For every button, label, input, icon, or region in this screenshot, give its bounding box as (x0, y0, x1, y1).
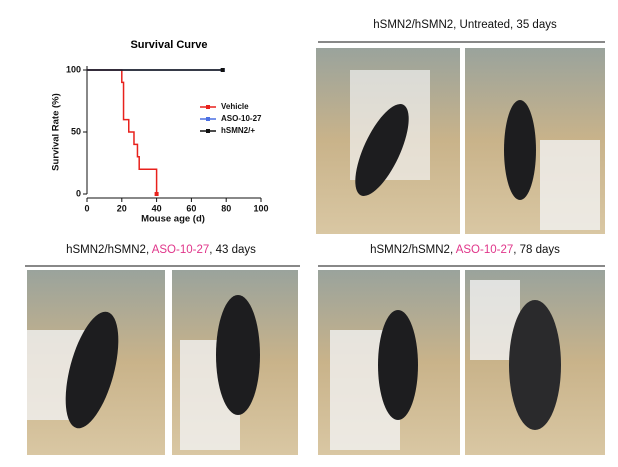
photo (27, 270, 165, 455)
panel-caption: hSMN2/hSMN2, Untreated, 35 days (373, 19, 557, 31)
photo (465, 48, 605, 234)
caption-part: hSMN2/hSMN2, Untreated, 35 days (373, 19, 557, 31)
y-tick-label: 100 (66, 64, 81, 74)
panel-caption: hSMN2/hSMN2, ASO-10-27, 78 days (370, 244, 560, 256)
y-tick-label: 0 (76, 188, 81, 198)
photos (27, 48, 605, 455)
legend-marker (206, 117, 210, 121)
panel-caption: hSMN2/hSMN2, ASO-10-27, 43 days (66, 244, 256, 256)
legend-marker (206, 129, 210, 133)
y-tick-label: 50 (71, 126, 81, 136)
caption-highlight: ASO-10-27 (456, 244, 514, 256)
caption-part: , 78 days (513, 244, 560, 256)
legend-label: hSMN2/+ (221, 126, 255, 135)
x-tick-label: 80 (221, 203, 231, 213)
caption-part: hSMN2/hSMN2, (66, 244, 152, 256)
photo (316, 48, 460, 234)
caption-part: , 43 days (209, 244, 256, 256)
caption-highlight: ASO-10-27 (152, 244, 210, 256)
end-marker (154, 192, 159, 196)
x-tick-label: 20 (117, 203, 127, 213)
chart-title: Survival Curve (130, 39, 207, 51)
photo (318, 270, 460, 455)
x-tick-label: 100 (253, 203, 268, 213)
end-marker (220, 68, 225, 72)
photo (465, 270, 605, 455)
legend-label: ASO-10-27 (221, 114, 262, 123)
x-tick-label: 60 (186, 203, 196, 213)
x-tick-label: 40 (152, 203, 162, 213)
legend-label: Vehicle (221, 102, 249, 111)
caption-part: hSMN2/hSMN2, (370, 244, 456, 256)
legend-marker (206, 105, 210, 109)
x-tick-label: 0 (84, 203, 89, 213)
photo (172, 270, 298, 455)
survival-line (87, 69, 158, 194)
x-axis-label: Mouse age (d) (141, 214, 205, 225)
y-axis-label: Survival Rate (%) (51, 93, 62, 171)
